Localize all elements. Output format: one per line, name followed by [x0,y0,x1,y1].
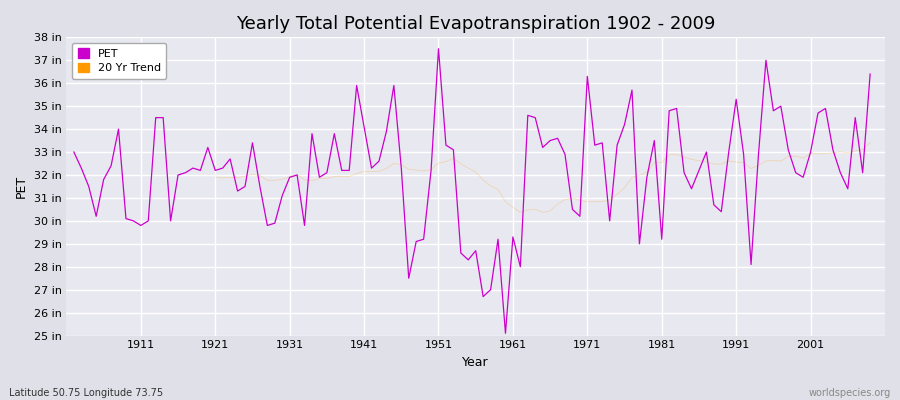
Y-axis label: PET: PET [15,175,28,198]
X-axis label: Year: Year [463,356,489,369]
Title: Yearly Total Potential Evapotranspiration 1902 - 2009: Yearly Total Potential Evapotranspiratio… [236,15,716,33]
Text: worldspecies.org: worldspecies.org [809,388,891,398]
Legend: PET, 20 Yr Trend: PET, 20 Yr Trend [72,43,166,79]
Text: Latitude 50.75 Longitude 73.75: Latitude 50.75 Longitude 73.75 [9,388,163,398]
